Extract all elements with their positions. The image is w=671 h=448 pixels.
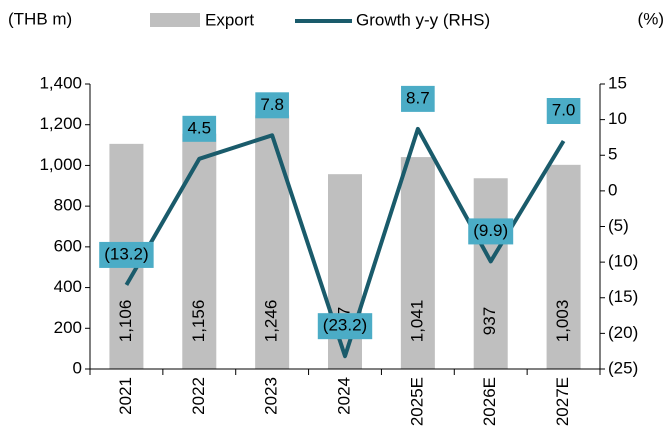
x-tick-label: 2021 bbox=[116, 377, 135, 415]
line-label-box bbox=[546, 98, 581, 124]
bar bbox=[473, 178, 508, 369]
y2-tick-label: (20) bbox=[608, 323, 638, 342]
y-tick-label: 600 bbox=[54, 236, 82, 255]
bar bbox=[400, 157, 435, 369]
legend-swatch bbox=[150, 13, 200, 27]
y2-tick-label: (10) bbox=[608, 252, 638, 271]
legend-label: Growth y-y (RHS) bbox=[356, 10, 490, 29]
y2-tick-label: 5 bbox=[608, 145, 617, 164]
x-tick-label: 2027E bbox=[553, 377, 572, 426]
line-label-box bbox=[468, 218, 514, 245]
bar bbox=[182, 133, 217, 369]
y-tick-label: 800 bbox=[54, 196, 82, 215]
line-label-box bbox=[401, 85, 435, 112]
line bbox=[124, 126, 566, 359]
line-label-box bbox=[99, 241, 154, 268]
y2-tick-label: (15) bbox=[608, 287, 638, 306]
y-tick-label: 0 bbox=[73, 358, 82, 377]
line-label-box bbox=[182, 115, 217, 142]
line-value-label: 7.8 bbox=[260, 95, 284, 114]
bar bbox=[546, 164, 581, 369]
line-label-box bbox=[255, 92, 289, 119]
y2-tick-label: (25) bbox=[608, 358, 638, 377]
x-tick-label: 2025E bbox=[407, 377, 426, 426]
line-value-label: 7.0 bbox=[552, 100, 576, 119]
y-axis-label: (THB m) bbox=[8, 9, 72, 28]
line-value-label: (23.2) bbox=[323, 316, 367, 335]
x-tick-label: 2022 bbox=[189, 377, 208, 415]
bar-value-label: 1,106 bbox=[116, 300, 135, 343]
y2-tick-label: (5) bbox=[608, 216, 629, 235]
line-value-label: 8.7 bbox=[406, 88, 430, 107]
bar-value-label: 1,041 bbox=[407, 300, 426, 343]
line-value-label: (9.9) bbox=[473, 221, 508, 240]
bar-value-label: 1,246 bbox=[262, 300, 281, 343]
y-tick-label: 1,200 bbox=[39, 114, 82, 133]
x-tick-label: 2023 bbox=[262, 377, 281, 415]
y-tick-label: 1,000 bbox=[39, 155, 82, 174]
y-tick-label: 1,400 bbox=[39, 73, 82, 92]
line-value-label: 4.5 bbox=[187, 118, 211, 137]
y2-axis-label: (%) bbox=[638, 9, 664, 28]
line-label-box bbox=[317, 313, 373, 340]
y2-tick-label: 0 bbox=[608, 180, 617, 199]
y-tick-label: 200 bbox=[54, 318, 82, 337]
y2-tick-label: 10 bbox=[608, 109, 627, 128]
y-tick-label: 400 bbox=[54, 277, 82, 296]
y2-tick-label: 15 bbox=[608, 73, 627, 92]
bar bbox=[328, 174, 362, 369]
bar-value-label: 937 bbox=[480, 307, 499, 335]
line-value-label: (13.2) bbox=[104, 244, 148, 263]
bar bbox=[255, 115, 290, 369]
legend-label: Export bbox=[205, 10, 254, 29]
x-tick-label: 2024 bbox=[334, 377, 353, 415]
x-tick-label: 2026E bbox=[480, 377, 499, 426]
bar-value-label: 1,156 bbox=[189, 300, 208, 343]
bar-value-label: 1,003 bbox=[553, 300, 572, 343]
